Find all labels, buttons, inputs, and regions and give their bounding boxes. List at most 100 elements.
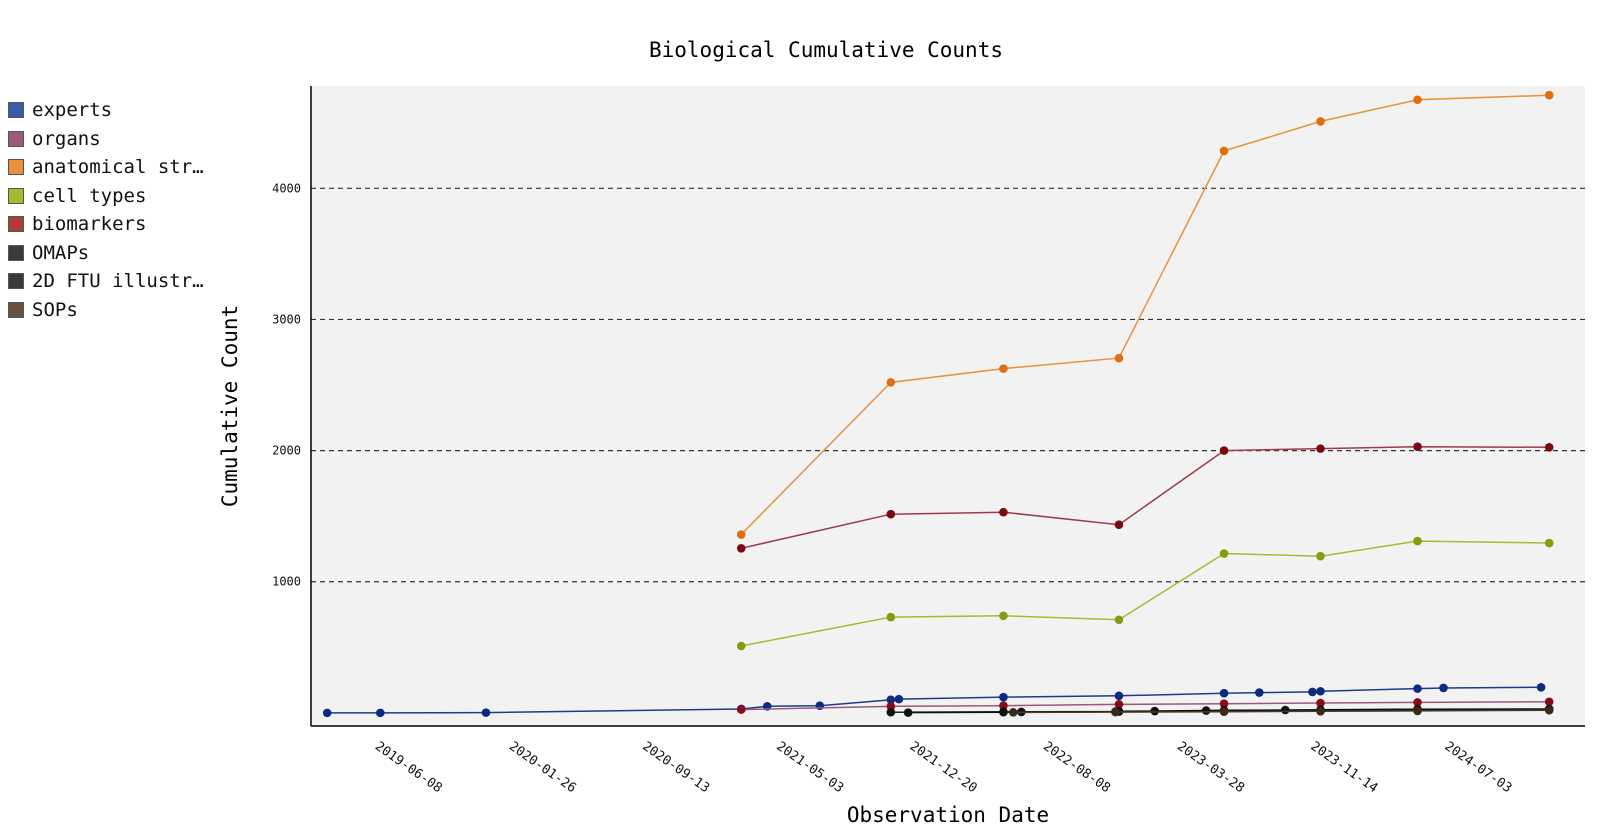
y-axis-label: Cumulative Count [218,305,242,507]
data-point [1150,706,1160,716]
legend-swatch [8,216,24,233]
data-point [1413,698,1422,707]
data-point [903,708,913,717]
data-point [1544,443,1554,452]
legend-swatch [8,301,24,318]
legend-swatch [8,130,24,147]
data-point [1201,706,1211,715]
data-point [1544,697,1554,707]
legend-item[interactable]: SOPs [8,296,204,325]
data-point [1439,683,1448,693]
data-point [886,702,896,711]
series-line [741,700,1550,711]
legend-item[interactable]: biomarkers [8,210,204,239]
data-point [1413,95,1422,105]
data-point [1114,691,1124,701]
data-point [886,378,896,387]
series-line [740,94,1550,536]
data-point [1316,444,1325,453]
data-point [1316,117,1325,126]
legend-label: 2D FTU illustr… [32,270,204,293]
legend-label: anatomical str… [32,156,204,179]
data-point [886,509,896,519]
data-point [1308,687,1317,697]
series-biomarkers [736,442,1554,553]
data-point [736,530,746,539]
data-point [894,694,904,704]
legend-item[interactable]: experts [8,96,204,125]
series-lines [322,90,1554,718]
data-point [1316,686,1325,696]
y-tick-label: 4000 [272,181,301,195]
data-point [1544,538,1554,548]
data-point [1536,683,1546,692]
series-line [741,445,1550,550]
y-tick-label: 1000 [272,575,301,589]
data-point [886,695,896,705]
data-point [1413,706,1422,716]
y-tick-labels: 1000 2000 3000 4000 [272,181,301,588]
data-point [1111,707,1120,717]
legend-label: biomarkers [32,213,147,236]
data-point [1544,90,1554,100]
x-tick-labels: 2019-06-08 2020-01-26 2020-09-13 2021-05-03… [372,739,1514,796]
series-anatomical-str- [736,90,1554,539]
data-point [999,701,1008,710]
data-point [1413,442,1422,451]
data-point [481,708,491,717]
data-point [1114,700,1124,709]
data-point [999,507,1008,517]
data-point [1114,520,1124,529]
series-line [1013,709,1550,714]
data-point [736,641,746,651]
legend-item[interactable]: organs [8,125,204,154]
data-point [886,707,896,717]
legend-swatch [8,244,24,261]
y-tick-label: 2000 [272,444,301,458]
data-point [1219,446,1229,455]
data-point [1114,353,1124,363]
legend-item[interactable]: OMAPs [8,239,204,268]
legend-label: OMAPs [32,241,90,264]
y-tick-label: 3000 [272,312,301,326]
data-point [886,612,896,622]
data-point [1219,688,1229,698]
legend-item[interactable]: anatomical str… [8,153,204,182]
x-tick-label: 2022-08-08 [1040,739,1113,796]
data-point [322,708,332,718]
legend-label: organs [32,127,101,150]
series-sops [1008,705,1554,717]
data-point [1219,707,1229,717]
data-point [1280,705,1290,715]
x-axis-label: Observation Date [847,803,1049,827]
legend-item[interactable]: 2D FTU illustr… [8,267,204,296]
chart-title: Biological Cumulative Counts [649,38,1003,62]
legend-item[interactable]: cell types [8,182,204,211]
legend-swatch [8,102,24,119]
legend-swatch [8,159,24,176]
x-tick-label: 2023-11-14 [1308,739,1381,796]
data-point [736,543,746,553]
data-point [1316,551,1325,561]
x-tick-label: 2021-12-20 [907,739,980,796]
data-point [999,364,1008,373]
legend-label: SOPs [32,298,78,321]
data-point [1316,698,1325,708]
legend-label: experts [32,99,113,122]
data-point [1219,146,1229,156]
data-point [1316,707,1325,716]
data-point [736,705,746,714]
data-point [999,692,1008,702]
legend-swatch [8,187,24,204]
data-point [1544,705,1554,715]
data-point [1254,688,1264,697]
data-point [1114,615,1124,625]
x-tick-label: 2024-07-03 [1442,739,1515,796]
x-tick-label: 2023-03-28 [1174,739,1247,796]
data-point [1413,536,1422,546]
legend-label: cell types [32,184,147,207]
chart-legend: experts organs anatomical str… cell types bi… [8,96,204,324]
legend-swatch [8,273,24,290]
data-point [376,708,385,718]
